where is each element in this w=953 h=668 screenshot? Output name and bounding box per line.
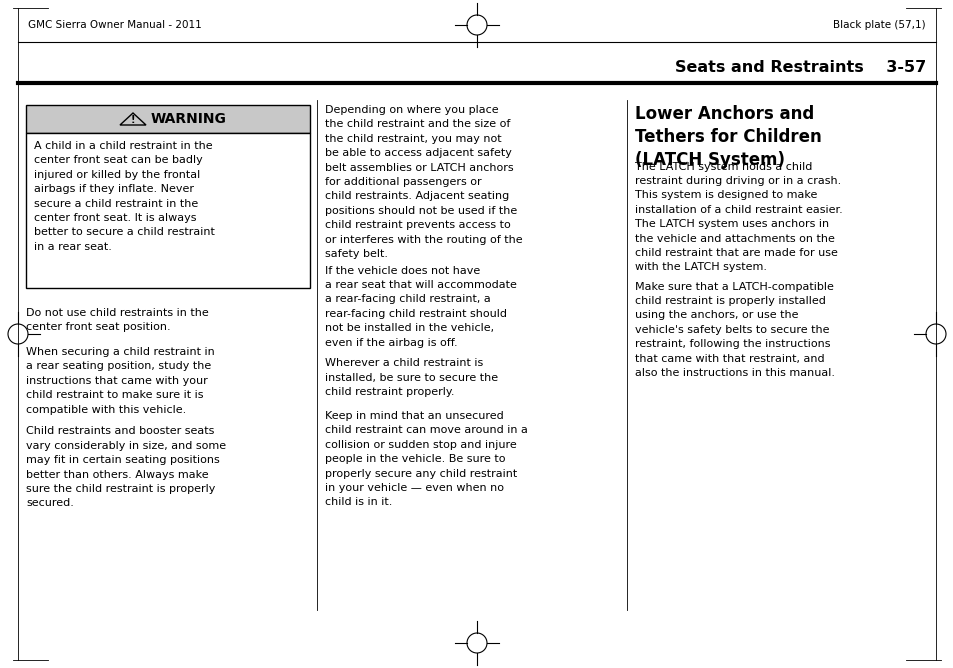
Text: A child in a child restraint in the
center front seat can be badly
injured or ki: A child in a child restraint in the cent…	[34, 141, 214, 252]
Text: If the vehicle does not have
a rear seat that will accommodate
a rear-facing chi: If the vehicle does not have a rear seat…	[325, 265, 517, 347]
Text: Keep in mind that an unsecured
child restraint can move around in a
collision or: Keep in mind that an unsecured child res…	[325, 411, 527, 508]
Text: GMC Sierra Owner Manual - 2011: GMC Sierra Owner Manual - 2011	[28, 20, 201, 30]
Text: !: !	[131, 115, 135, 125]
Text: Seats and Restraints    3-57: Seats and Restraints 3-57	[674, 60, 925, 75]
Text: Make sure that a LATCH-compatible
child restraint is properly installed
using th: Make sure that a LATCH-compatible child …	[635, 282, 834, 378]
Text: Lower Anchors and
Tethers for Children
(LATCH System): Lower Anchors and Tethers for Children (…	[635, 105, 821, 169]
Text: When securing a child restraint in
a rear seating position, study the
instructio: When securing a child restraint in a rea…	[26, 347, 214, 415]
Text: Child restraints and booster seats
vary considerably in size, and some
may fit i: Child restraints and booster seats vary …	[26, 426, 226, 508]
Text: Depending on where you place
the child restraint and the size of
the child restr: Depending on where you place the child r…	[325, 105, 522, 259]
Text: Black plate (57,1): Black plate (57,1)	[833, 20, 925, 30]
Text: WARNING: WARNING	[151, 112, 227, 126]
Text: The LATCH system holds a child
restraint during driving or in a crash.
This syst: The LATCH system holds a child restraint…	[635, 162, 841, 273]
Text: Do not use child restraints in the
center front seat position.: Do not use child restraints in the cente…	[26, 308, 209, 333]
Bar	[26, 105, 310, 133]
Text: Wherever a child restraint is
installed, be sure to secure the
child restraint p: Wherever a child restraint is installed,…	[325, 359, 497, 397]
Bar	[26, 133, 310, 288]
